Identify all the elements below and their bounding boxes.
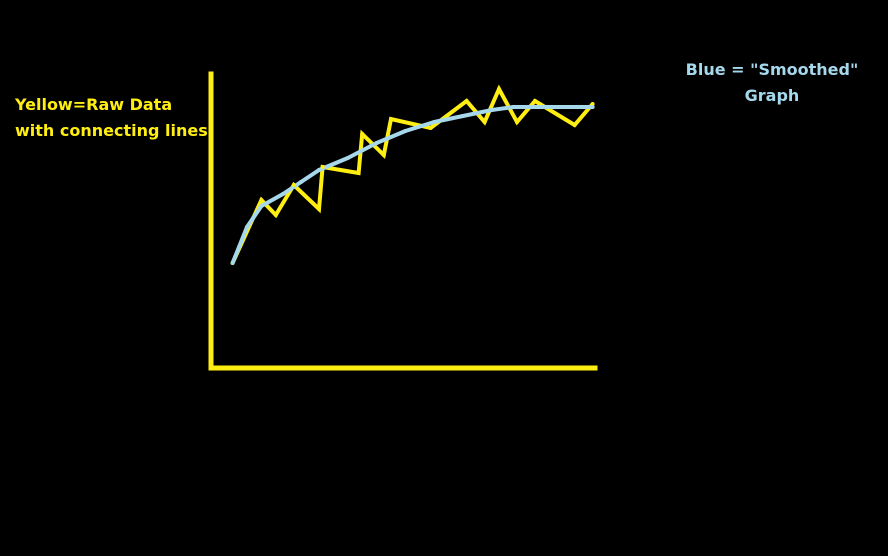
smoothed-line: [230, 105, 595, 265]
smoothed-legend-line-2: Graph: [744, 86, 800, 105]
smoothed-data-point: [345, 156, 350, 160]
raw-data-point: [356, 171, 361, 175]
raw-data-line: [230, 84, 595, 264]
smoothed-data-point: [403, 129, 408, 133]
raw-data-point: [381, 153, 386, 157]
raw-data-point: [464, 99, 469, 103]
raw-data-point: [572, 123, 577, 127]
smoothed-data-point: [230, 261, 235, 265]
smoothed-data-point: [245, 225, 249, 229]
raw-data-point: [389, 117, 393, 121]
raw-data-point: [291, 183, 296, 187]
raw-data-point: [482, 120, 487, 124]
raw-data-point: [515, 120, 519, 124]
smoothed-data-point: [281, 192, 285, 196]
smoothed-legend-label: Blue = "Smoothed" Graph: [672, 57, 872, 109]
raw-data-point: [273, 213, 278, 217]
smoothed-data-point: [533, 105, 537, 109]
smoothed-data-point: [554, 105, 559, 109]
smoothed-data-point: [317, 168, 321, 172]
smoothed-data-point: [461, 114, 465, 118]
smoothed-data-point: [511, 105, 516, 109]
raw-data-point: [320, 165, 325, 169]
raw-legend-line-2: with connecting lines: [15, 121, 208, 140]
raw-data-point: [259, 198, 264, 202]
smoothed-data-point: [259, 204, 264, 208]
raw-data-point: [317, 207, 321, 211]
raw-data-point: [590, 102, 595, 106]
raw-legend-line-1: Yellow=Raw Data: [15, 95, 173, 114]
smoothed-legend-line-1: Blue = "Smoothed": [685, 60, 859, 79]
raw-data-point: [428, 126, 433, 130]
smoothed-data-point: [569, 105, 573, 109]
smoothed-data-point: [590, 105, 595, 109]
smoothed-data-point: [432, 120, 437, 124]
smoothed-data-points: [230, 105, 595, 265]
raw-data-legend-label: Yellow=Raw Data with connecting lines: [15, 92, 208, 144]
smoothed-data-point: [299, 180, 303, 184]
raw-data-point: [533, 99, 537, 103]
smoothed-data-point: [374, 141, 379, 145]
smoothed-data-point: [489, 108, 494, 112]
raw-data-point: [497, 87, 501, 91]
raw-data-points: [230, 87, 595, 265]
raw-data-point: [360, 132, 365, 136]
